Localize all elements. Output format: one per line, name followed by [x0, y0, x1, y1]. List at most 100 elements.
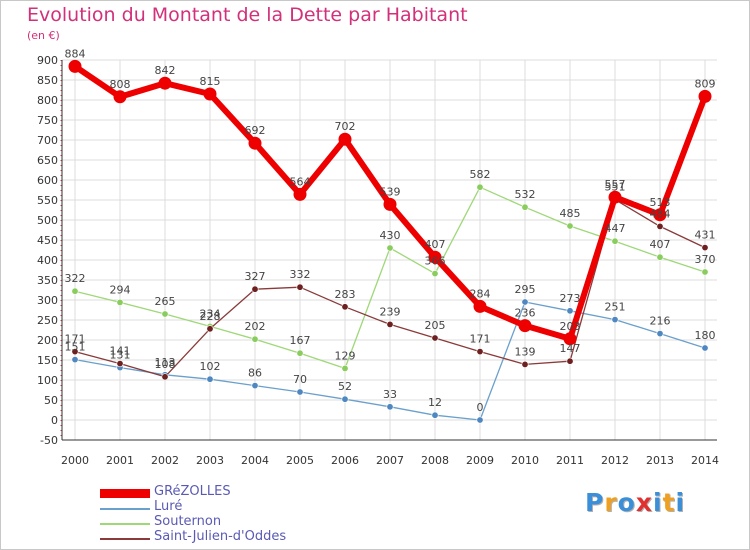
x-tick-label: 2002	[151, 454, 179, 467]
data-point	[566, 222, 574, 230]
data-point	[386, 244, 394, 252]
data-label: 102	[200, 360, 221, 373]
data-point	[608, 190, 622, 204]
data-point	[656, 222, 664, 230]
logo-letter: i	[653, 488, 663, 517]
y-tick-label: 400	[37, 254, 58, 267]
data-label: 283	[335, 288, 356, 301]
data-label: 251	[605, 301, 626, 314]
data-label: 216	[650, 315, 671, 328]
logo-letter: x	[635, 488, 653, 517]
data-point	[158, 76, 172, 90]
data-point	[113, 90, 127, 104]
data-label: 808	[110, 78, 131, 91]
data-label: 366	[425, 255, 446, 268]
data-point	[386, 320, 394, 328]
y-tick-label: 300	[37, 294, 58, 307]
data-label: 295	[515, 283, 536, 296]
data-label: 582	[470, 168, 491, 181]
logo-letter: o	[617, 488, 636, 517]
data-label: 151	[65, 341, 86, 354]
data-point	[611, 316, 619, 324]
data-point	[521, 298, 529, 306]
data-label: 70	[293, 373, 307, 386]
data-label: 203	[560, 320, 581, 333]
data-point	[251, 285, 259, 293]
data-point	[473, 299, 487, 313]
chart-title: Evolution du Montant de la Dette par Hab…	[27, 4, 468, 26]
data-label: 430	[380, 229, 401, 242]
data-point	[611, 237, 619, 245]
data-label: 131	[110, 349, 131, 362]
data-point	[203, 87, 217, 101]
data-label: 702	[335, 120, 356, 133]
x-tick-label: 2008	[421, 454, 449, 467]
data-label: 12	[428, 396, 442, 409]
y-tick-label: 250	[37, 314, 58, 327]
data-point	[68, 59, 82, 73]
x-tick-label: 2000	[61, 454, 89, 467]
data-label: 202	[245, 320, 266, 333]
data-label: 327	[245, 270, 266, 283]
y-tick-label: 150	[37, 354, 58, 367]
legend-label: Souternon	[154, 514, 222, 529]
data-point	[296, 388, 304, 396]
x-tick-label: 2001	[106, 454, 134, 467]
y-tick-label: 100	[37, 374, 58, 387]
data-label: 322	[65, 272, 86, 285]
data-label: 113	[155, 356, 176, 369]
y-tick-label: 350	[37, 274, 58, 287]
data-label: 273	[560, 292, 581, 305]
data-label: 513	[650, 196, 671, 209]
data-point	[338, 132, 352, 146]
data-point	[71, 356, 79, 364]
data-label: 370	[695, 253, 716, 266]
data-label: 551	[605, 181, 626, 194]
data-point	[161, 373, 169, 381]
data-label: 332	[290, 268, 311, 281]
y-tick-label: 800	[37, 94, 58, 107]
data-label: 236	[515, 307, 536, 320]
data-point	[383, 197, 397, 211]
data-point	[296, 349, 304, 357]
data-label: 0	[477, 401, 484, 414]
y-tick-label: 550	[37, 194, 58, 207]
data-point	[701, 344, 709, 352]
data-label: 815	[200, 75, 221, 88]
data-point	[698, 89, 712, 103]
data-label: 294	[110, 283, 131, 296]
data-point	[701, 244, 709, 252]
data-point	[341, 395, 349, 403]
y-tick-label: 900	[37, 54, 58, 67]
data-point	[431, 411, 439, 419]
data-point	[518, 319, 532, 333]
data-label: 431	[695, 229, 716, 242]
data-point	[701, 268, 709, 276]
data-label: 171	[65, 333, 86, 346]
data-point	[428, 250, 442, 264]
x-tick-label: 2007	[376, 454, 404, 467]
data-point	[341, 364, 349, 372]
y-tick-label: 850	[37, 74, 58, 87]
logo-letter: i	[675, 488, 686, 517]
data-label: 52	[338, 380, 352, 393]
data-label: 167	[290, 334, 311, 347]
data-point	[206, 375, 214, 383]
data-point	[476, 348, 484, 356]
x-tick-label: 2003	[196, 454, 224, 467]
data-point	[206, 325, 214, 333]
logo-letter: P	[585, 488, 605, 517]
y-tick-label: -50	[40, 434, 58, 447]
y-tick-label: 450	[37, 234, 58, 247]
proxiti-logo: Proxiti	[585, 488, 685, 517]
legend-swatch	[100, 538, 150, 540]
x-tick-label: 2012	[601, 454, 629, 467]
y-tick-label: 700	[37, 134, 58, 147]
y-tick-label: 0	[51, 414, 58, 427]
data-label: 239	[380, 305, 401, 318]
data-label: 539	[380, 185, 401, 198]
data-label: 284	[470, 287, 491, 300]
data-label: 447	[605, 222, 626, 235]
data-label: 33	[383, 388, 397, 401]
y-tick-label: 200	[37, 334, 58, 347]
